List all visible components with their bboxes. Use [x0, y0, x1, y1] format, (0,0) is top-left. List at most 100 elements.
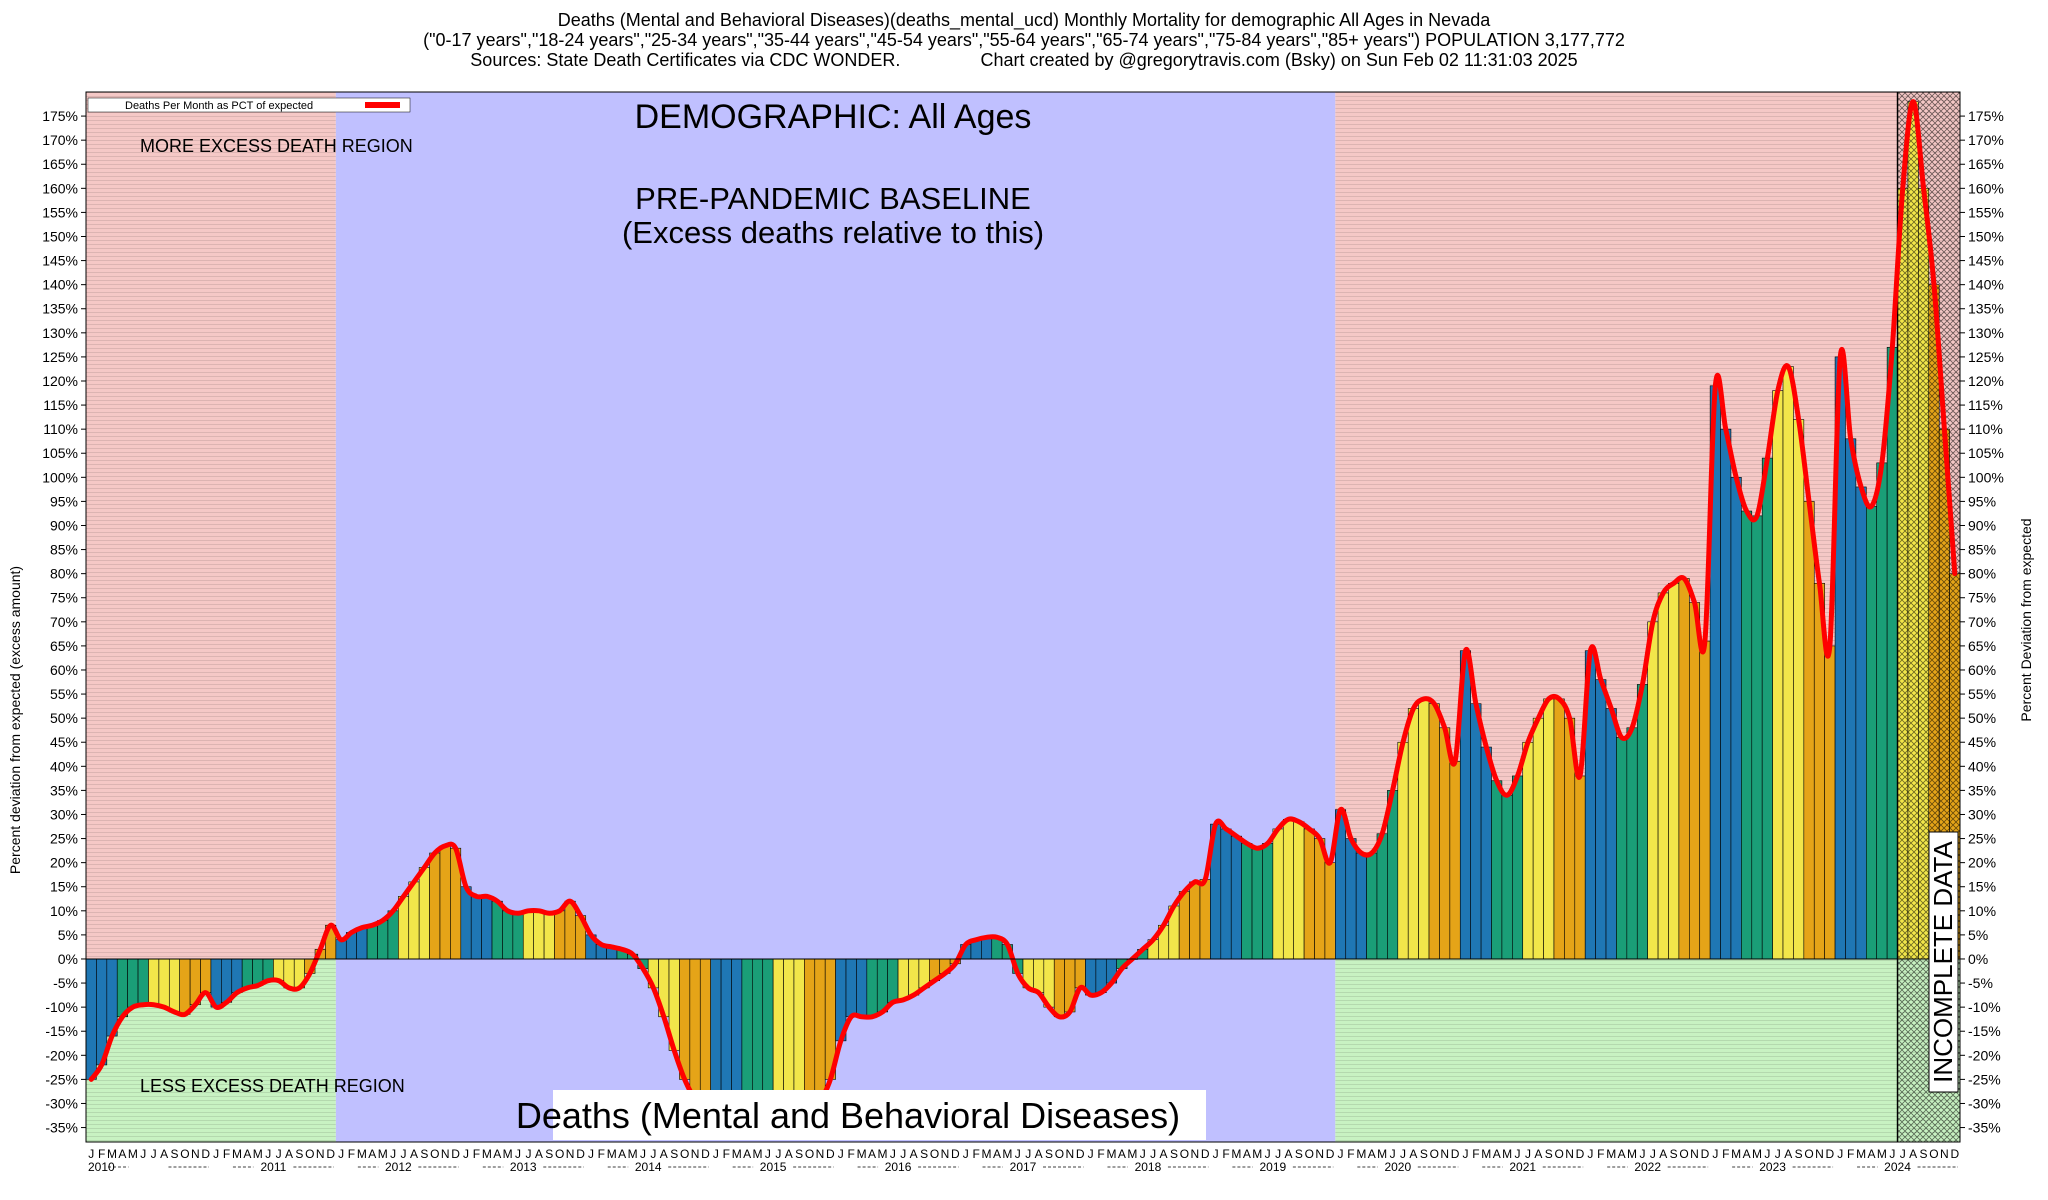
x-tick-month: S: [1545, 1147, 1553, 1161]
bar: [356, 927, 368, 960]
bar: [491, 900, 503, 960]
bar: [866, 958, 878, 1018]
y-tick-label-left: 35%: [50, 782, 78, 798]
bar: [1324, 862, 1336, 960]
bar: [241, 958, 253, 989]
x-tick-month: J: [276, 1147, 282, 1161]
x-tick-month: O: [1804, 1147, 1813, 1161]
bar: [418, 867, 430, 960]
y-axis-label-left: Percent deviation from expected (excess …: [7, 566, 23, 874]
bar: [1449, 761, 1461, 960]
bar: [533, 910, 545, 960]
x-tick-month: J: [151, 1147, 157, 1161]
x-tick-year: 2011: [260, 1160, 286, 1174]
bottom-title-box: [553, 1090, 1206, 1140]
x-tick-month: D: [576, 1147, 585, 1161]
bar: [720, 958, 732, 1109]
y-tick-label-left: 160%: [42, 180, 78, 196]
x-tick-month: A: [1243, 1147, 1251, 1161]
x-tick-month: M: [1731, 1147, 1741, 1161]
x-tick-month: M: [857, 1147, 867, 1161]
bar: [460, 886, 472, 960]
y-tick-label-right: 40%: [1968, 758, 1996, 774]
y-tick-label-right: 45%: [1968, 734, 1996, 750]
x-tick-month: S: [670, 1147, 678, 1161]
y-tick-label-left: 95%: [50, 493, 78, 509]
y-tick-label-left: 15%: [50, 879, 78, 895]
x-tick-month: N: [191, 1147, 200, 1161]
x-tick-month: J: [1213, 1147, 1219, 1161]
y-tick-label-right: 90%: [1968, 517, 1996, 533]
y-tick-label-left: 20%: [50, 855, 78, 871]
bar: [1522, 741, 1534, 960]
x-tick-month: A: [1493, 1147, 1501, 1161]
baseline-label-2: (Excess deaths relative to this): [622, 215, 1044, 250]
x-tick-month: J: [1390, 1147, 1396, 1161]
bar: [273, 958, 285, 981]
x-tick-month: J: [265, 1147, 271, 1161]
y-tick-label-left: 150%: [42, 228, 78, 244]
x-tick-year: 2013: [510, 1160, 537, 1174]
x-tick-month: N: [941, 1147, 950, 1161]
x-tick-month: J: [525, 1147, 531, 1161]
x-tick-month: A: [660, 1147, 668, 1161]
bar: [1803, 501, 1815, 960]
x-tick-month: A: [1035, 1147, 1043, 1161]
x-tick-month: F: [1222, 1147, 1229, 1161]
x-tick-month: D: [1950, 1147, 1959, 1161]
x-tick-month: J: [1900, 1147, 1906, 1161]
bar: [1782, 366, 1794, 960]
x-tick-month: M: [1356, 1147, 1366, 1161]
y-tick-label-right: 155%: [1968, 204, 2004, 220]
y-tick-label-left: 75%: [50, 590, 78, 606]
x-tick-month: N: [1190, 1147, 1199, 1161]
x-tick-month: F: [348, 1147, 355, 1161]
y-tick-label-right: 0%: [1968, 951, 1988, 967]
x-tick-month: N: [1690, 1147, 1699, 1161]
x-tick-month: A: [1867, 1147, 1875, 1161]
x-tick-month: N: [1066, 1147, 1075, 1161]
bar: [1605, 708, 1617, 960]
y-tick-label-left: 70%: [50, 614, 78, 630]
x-tick-month: A: [1659, 1147, 1667, 1161]
y-tick-label-left: 115%: [43, 397, 78, 413]
bar: [1418, 698, 1430, 960]
y-tick-label-right: -35%: [1968, 1120, 2001, 1136]
bar: [231, 958, 243, 993]
x-tick-year: 2014: [635, 1160, 662, 1174]
x-tick-month: M: [1877, 1147, 1887, 1161]
x-tick-month: M: [1231, 1147, 1241, 1161]
x-tick-month: A: [160, 1147, 168, 1161]
y-tick-label-left: -10%: [45, 999, 78, 1015]
x-tick-month: N: [316, 1147, 325, 1161]
y-tick-label-left: 10%: [50, 903, 78, 919]
bar: [1345, 838, 1357, 960]
y-tick-label-left: 90%: [50, 517, 78, 533]
x-tick-month: J: [1088, 1147, 1094, 1161]
x-tick-month: M: [1252, 1147, 1262, 1161]
x-tick-month: D: [1576, 1147, 1585, 1161]
baseline-label-1: PRE-PANDEMIC BASELINE: [635, 181, 1031, 216]
legend-label: Deaths Per Month as PCT of expected: [125, 100, 313, 112]
x-tick-month: J: [963, 1147, 969, 1161]
bar: [512, 912, 524, 960]
bar: [1262, 843, 1274, 960]
bar: [1293, 821, 1305, 960]
bar: [408, 881, 420, 960]
x-tick-month: M: [607, 1147, 617, 1161]
x-tick-month: O: [430, 1147, 439, 1161]
x-tick-year: 2017: [1010, 1160, 1037, 1174]
x-tick-month: M: [1627, 1147, 1637, 1161]
x-tick-month: F: [598, 1147, 605, 1161]
bar: [1647, 621, 1659, 960]
x-tick-month: D: [1201, 1147, 1210, 1161]
x-tick-month: O: [680, 1147, 689, 1161]
bar: [564, 900, 576, 960]
y-tick-label-right: 20%: [1968, 855, 1996, 871]
series-line: [88, 99, 1958, 1131]
y-tick-label-right: 5%: [1968, 927, 1988, 943]
x-tick-month: O: [930, 1147, 939, 1161]
x-tick-month: J: [1650, 1147, 1656, 1161]
y-tick-label-right: 175%: [1968, 108, 2004, 124]
x-tick-month: F: [723, 1147, 730, 1161]
